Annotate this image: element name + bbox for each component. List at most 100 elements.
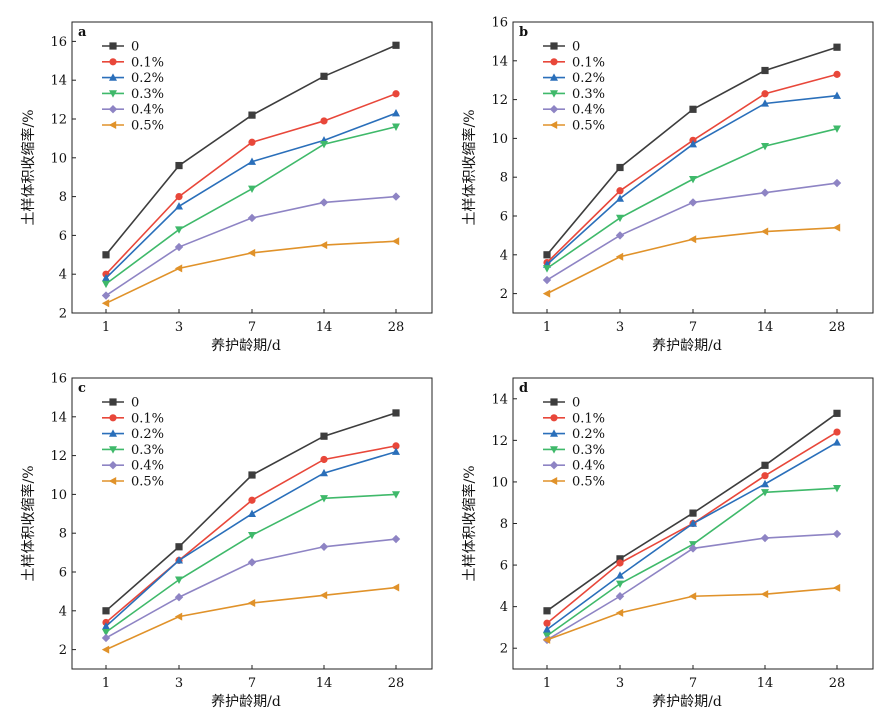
data-point xyxy=(542,635,551,644)
data-point xyxy=(174,264,183,273)
x-tick-label: 3 xyxy=(616,320,624,335)
data-point xyxy=(174,612,183,621)
series-3 xyxy=(102,123,400,289)
y-axis-title: 土样体积收缩率/% xyxy=(20,465,37,581)
legend-marker xyxy=(550,398,558,406)
chart-panel-a: 2 4 6 8 10 12 14 16 1 3 7 14 28 养护龄期/d 土样体积收缩率/% a 0 0.1%… xyxy=(0,0,440,356)
data-point xyxy=(688,198,698,207)
chart-panel-d: 2 4 6 8 10 12 14 1 3 7 14 28 养护龄期/d 土样体积收缩率/% d 0 0.1% 0.… xyxy=(441,356,881,712)
y-tick-label: 6 xyxy=(500,210,508,225)
legend-label: 0.1% xyxy=(572,411,605,426)
data-point xyxy=(320,117,328,125)
x-tick-label: 28 xyxy=(388,320,405,335)
legend-marker xyxy=(550,429,558,437)
data-point xyxy=(392,123,400,131)
data-point xyxy=(392,409,400,417)
y-tick-label: 8 xyxy=(500,171,508,186)
data-point xyxy=(319,542,329,551)
y-tick-label: 10 xyxy=(50,488,67,503)
data-point xyxy=(392,442,400,450)
y-tick-label: 8 xyxy=(59,527,67,542)
y-tick-label: 6 xyxy=(59,229,67,244)
x-tick-label: 7 xyxy=(248,320,256,335)
legend-label: 0.1% xyxy=(131,55,164,70)
data-point xyxy=(760,188,770,197)
legend-label: 0.5% xyxy=(572,475,605,490)
y-tick-label: 16 xyxy=(491,16,508,31)
panel-label: a xyxy=(78,25,87,40)
data-point xyxy=(689,519,697,527)
legend-marker xyxy=(108,461,118,470)
data-point xyxy=(248,496,256,504)
x-tick-label: 1 xyxy=(543,676,551,691)
legend-marker xyxy=(109,42,117,50)
legend-label: 0.3% xyxy=(131,87,164,102)
legend-marker xyxy=(108,121,117,129)
data-point xyxy=(833,438,841,446)
legend-label: 0.5% xyxy=(572,119,605,134)
series-4 xyxy=(101,192,401,300)
series-0 xyxy=(543,409,841,615)
data-point xyxy=(248,111,256,119)
series-line xyxy=(105,195,397,297)
data-point xyxy=(832,223,841,232)
series-0 xyxy=(543,43,841,259)
data-point xyxy=(174,242,184,252)
data-point xyxy=(832,178,842,188)
legend-marker xyxy=(549,461,559,470)
y-tick-label: 2 xyxy=(59,307,67,322)
data-point xyxy=(101,291,111,300)
data-point xyxy=(175,543,183,551)
data-point xyxy=(320,432,328,440)
legend-label: 0.2% xyxy=(131,71,164,86)
y-tick-label: 14 xyxy=(50,410,67,425)
y-axis-title: 土样体积收缩率/% xyxy=(461,109,478,225)
data-point xyxy=(543,265,551,273)
data-point xyxy=(392,41,400,49)
y-tick-label: 16 xyxy=(50,372,67,387)
data-point xyxy=(102,273,110,282)
data-point xyxy=(761,479,769,488)
y-tick-label: 12 xyxy=(50,113,67,128)
legend: 00.1%0.2%0.3%0.4%0.5% xyxy=(102,396,164,490)
legend-label: 0.3% xyxy=(131,443,164,458)
data-point xyxy=(616,194,624,202)
data-point xyxy=(392,90,400,98)
plot-frame xyxy=(71,377,433,670)
data-point xyxy=(320,141,328,149)
legend-marker xyxy=(109,90,117,98)
data-point xyxy=(248,509,256,517)
legend-label: 0.2% xyxy=(572,427,605,442)
legend-marker xyxy=(550,42,558,50)
series-line xyxy=(105,586,397,651)
x-tick-label: 14 xyxy=(757,320,774,335)
legend-label: 0.4% xyxy=(572,103,605,118)
y-tick-label: 4 xyxy=(500,600,508,615)
y-tick-label: 14 xyxy=(491,392,508,407)
data-point xyxy=(688,235,697,244)
x-tick-label: 1 xyxy=(543,320,551,335)
x-tick-label: 7 xyxy=(248,676,256,691)
data-point xyxy=(247,248,256,257)
data-point xyxy=(616,214,624,223)
data-point xyxy=(689,509,697,517)
data-point xyxy=(833,70,841,78)
legend-marker xyxy=(549,477,558,485)
data-point xyxy=(320,495,328,503)
series-5 xyxy=(542,223,841,298)
panel-label: c xyxy=(78,381,86,396)
legend-label: 0.4% xyxy=(131,459,164,474)
y-tick-label: 6 xyxy=(59,566,67,581)
series-0 xyxy=(102,41,400,259)
data-point xyxy=(248,157,256,165)
chart-svg-c: 2 4 6 8 10 12 14 16 1 3 7 14 28 养护龄期/d 土样体积收缩率/% c 00.1%… xyxy=(20,372,433,710)
data-point xyxy=(542,289,551,298)
legend-marker xyxy=(550,90,558,98)
data-point xyxy=(102,280,110,289)
series-3 xyxy=(543,484,841,640)
y-tick-label: 4 xyxy=(59,604,67,619)
data-point xyxy=(761,99,769,107)
legend-marker xyxy=(108,477,117,485)
x-axis-title: 养护龄期/d xyxy=(652,338,722,354)
